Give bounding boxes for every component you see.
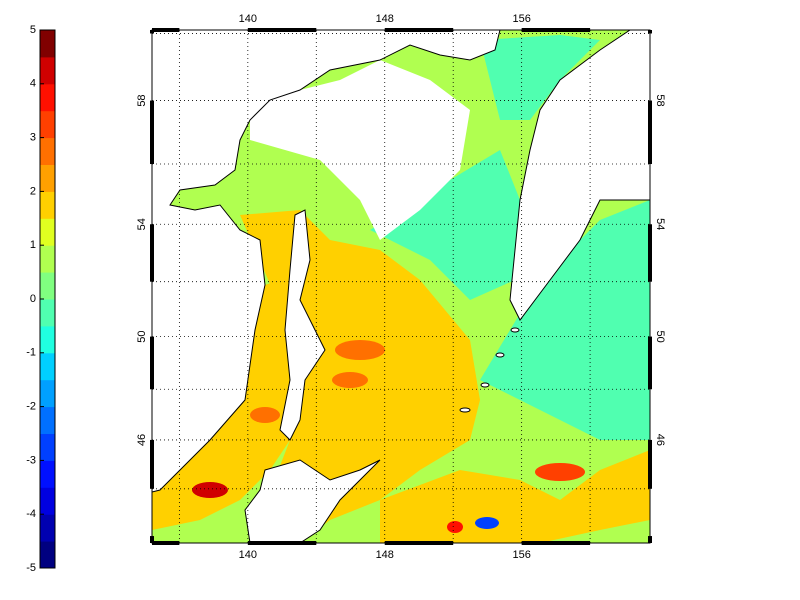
border-bar — [648, 224, 652, 282]
hot-spot — [332, 372, 368, 388]
grid — [152, 30, 650, 543]
colorbar-segment — [40, 272, 55, 300]
border-bar — [150, 439, 154, 489]
colorbar-segment — [40, 487, 55, 515]
colorbar-segment — [40, 325, 55, 354]
y-tick-label: 46 — [136, 434, 148, 446]
colorbar-segment — [40, 164, 55, 192]
border-bar — [150, 100, 154, 165]
y-tick-label: 54 — [654, 218, 666, 230]
border-bar — [648, 30, 652, 34]
colorbar-segment — [40, 30, 55, 58]
colorbar-tick-label: -1 — [26, 347, 36, 359]
warm-region — [152, 280, 290, 530]
no-data — [250, 60, 470, 240]
border-bar — [521, 541, 591, 545]
border-bar — [150, 536, 154, 543]
mainland — [152, 30, 501, 493]
border-bar — [152, 28, 180, 32]
cool-region — [480, 200, 650, 440]
map-field — [152, 30, 650, 543]
border-bar — [384, 541, 454, 545]
colorbar-segment — [40, 379, 55, 408]
border-bar — [247, 28, 317, 32]
border-bar — [247, 541, 317, 545]
border-bar — [648, 336, 652, 390]
colorbar-tick-label: -4 — [26, 508, 36, 520]
border-bar — [521, 28, 591, 32]
colorbar-tick-label: -3 — [26, 454, 36, 466]
border-bar — [150, 30, 154, 34]
colorbar-segment — [40, 191, 55, 219]
cool-region — [370, 150, 520, 300]
border-bar — [152, 541, 180, 545]
colorbar-segment — [40, 460, 55, 488]
colorbar-segment — [40, 514, 55, 542]
y-tick-label: 58 — [136, 94, 148, 106]
hot-spot — [250, 407, 280, 423]
colorbar-tick-label: -5 — [26, 562, 36, 574]
x-tick-label: 140 — [239, 549, 257, 561]
colorbar-segment — [40, 541, 55, 569]
colorbar-tick-label: 2 — [30, 185, 36, 197]
hot-spot — [447, 521, 463, 533]
sakhalin — [279, 209, 326, 441]
kamchatka — [509, 30, 650, 321]
colorbar-tick-label: 3 — [30, 132, 36, 144]
island — [480, 382, 490, 388]
island — [459, 407, 471, 413]
hot-spot — [192, 482, 228, 498]
x-tick-label: 148 — [376, 549, 394, 561]
hot-spot — [335, 340, 385, 360]
border-bar — [384, 28, 454, 32]
y-tick-label: 50 — [136, 330, 148, 342]
x-tick-label: 156 — [512, 13, 530, 25]
y-tick-label: 58 — [654, 94, 666, 106]
colorbar-segment — [40, 406, 55, 434]
land — [152, 30, 650, 543]
colorbar-tick-label: 5 — [30, 24, 36, 36]
colorbar-segment — [40, 433, 55, 461]
border-bar — [648, 439, 652, 489]
colorbar-segment — [40, 218, 55, 246]
colorbar-segment — [40, 352, 55, 381]
colorbar-tick-label: 1 — [30, 239, 36, 251]
y-tick-label: 54 — [136, 218, 148, 230]
colorbar-segment — [40, 137, 55, 165]
colorbar-tick-label: 0 — [30, 293, 36, 305]
border-bar — [648, 536, 652, 543]
colorbar-segment — [40, 245, 55, 273]
x-tick-label: 140 — [239, 13, 257, 25]
border-bar — [648, 100, 652, 165]
hot-spot — [535, 463, 585, 481]
colorbar-tick-label: -2 — [26, 401, 36, 413]
cool-region — [480, 35, 600, 120]
x-tick-label: 148 — [376, 13, 394, 25]
y-tick-label: 50 — [654, 330, 666, 342]
island — [495, 352, 505, 358]
colorbar-segment — [40, 83, 55, 112]
cold-spot — [475, 517, 499, 529]
colorbar-segment — [40, 56, 55, 85]
x-tick-label: 156 — [512, 549, 530, 561]
island — [510, 327, 520, 333]
warm-region — [380, 450, 650, 543]
border-bar — [150, 224, 154, 282]
y-tick-label: 46 — [654, 434, 666, 446]
colorbar-segment — [40, 299, 55, 327]
colorbar-tick-label: 4 — [30, 78, 36, 90]
border-bar — [150, 336, 154, 390]
colorbar-segment — [40, 110, 55, 139]
